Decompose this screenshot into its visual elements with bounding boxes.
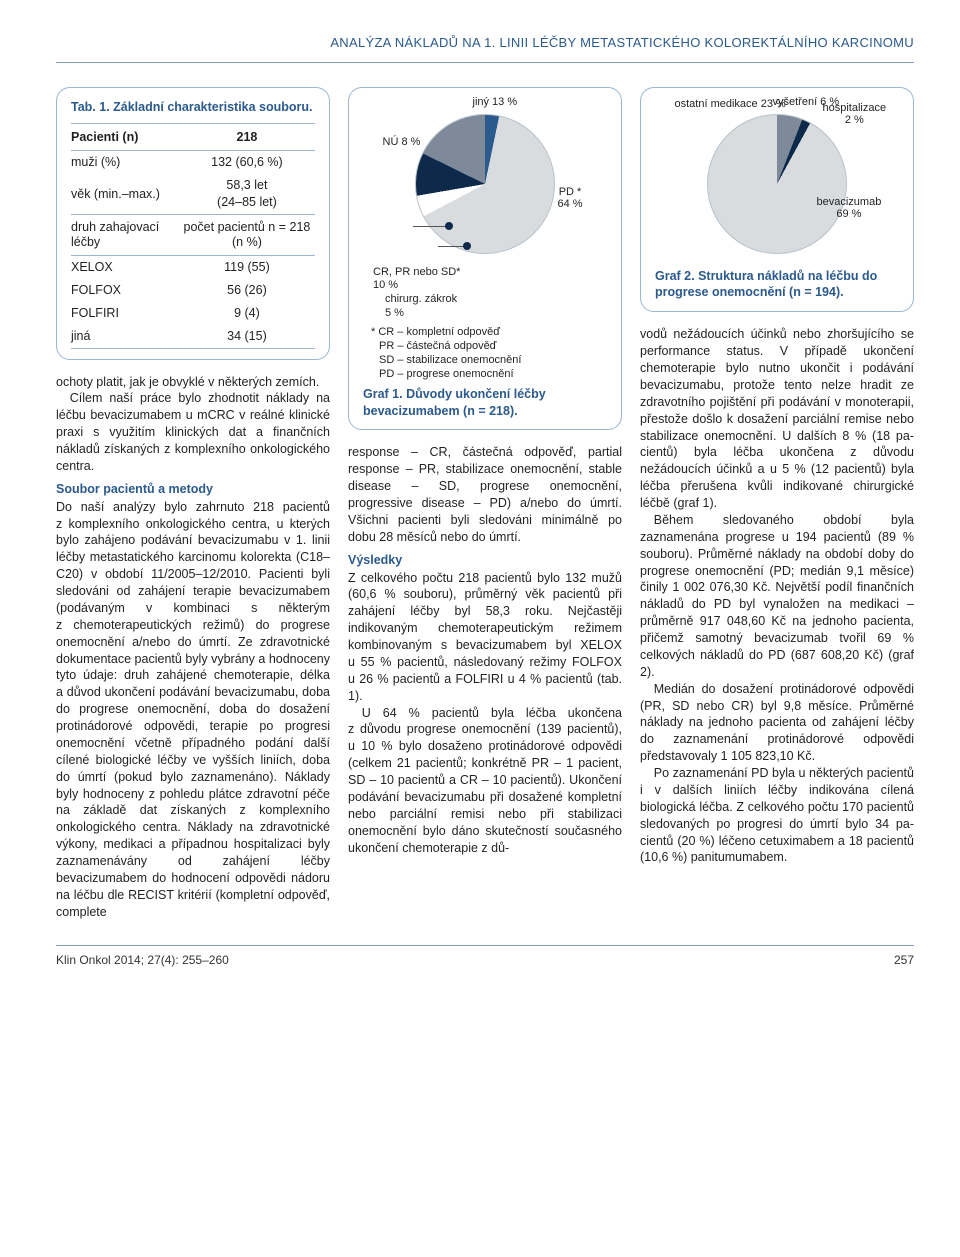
chart-2-pie: ostatní medikace 23 % vyšetření 6 % hosp… [675,96,880,266]
column-2: jiný 13 % NÚ 8 % PD * 64 % CR, PR nebo S… [348,87,622,921]
para: Během sledovaného období byla zaznamenán… [640,512,914,681]
th: 218 [179,123,315,151]
th: druh zahajovací léčby [71,215,179,256]
para: U 64 % pa­cientů byla léčba ukončena z d… [348,705,622,857]
pie-label: NÚ 8 % [383,136,421,149]
column-3: ostatní medikace 23 % vyšetření 6 % hosp… [640,87,914,921]
para: Cílem naší práce bylo zhodnotit náklady … [56,390,330,474]
th: Pacienti (n) [71,123,179,151]
leader-line [438,246,466,247]
pie-label: PD * 64 % [553,186,588,211]
page-footer: Klin Onkol 2014; 27(4): 255–260 257 [56,945,914,968]
table-row: muži (%)132 (60,6 %) [71,151,315,174]
main-columns: Tab. 1. Základní charakteristika souboru… [56,87,914,921]
para: Po zaznamenání PD byla u některých pa­ci… [640,765,914,866]
legend-item: PD – progrese onemocnění [371,367,607,381]
legend-item: * CR – kompletní odpověď [371,325,607,339]
chart-1-caption: Graf 1. Důvody ukončení léčby bevacizuma… [357,384,613,420]
callout-dot-icon [463,242,471,250]
footer-page-number: 257 [894,952,914,968]
para: Medián do dosažení protinádorové odpověd… [640,681,914,765]
para: ochoty platit, jak je obvyklé v některýc… [56,374,330,391]
table-row: XELOX119 (55) [71,256,315,279]
page-header: ANALÝZA NÁKLADŮ NA 1. LINII LÉČBY METAST… [56,34,914,63]
section-heading: Výsledky [348,552,622,569]
th: počet pacientů n = 218 (n %) [179,215,315,256]
chart-2-card: ostatní medikace 23 % vyšetření 6 % hosp… [640,87,914,313]
pie-label: jiný 13 % [473,96,518,109]
chart-1-card: jiný 13 % NÚ 8 % PD * 64 % CR, PR nebo S… [348,87,622,431]
section-heading: Soubor pacientů a metody [56,481,330,498]
chart-2-caption: Graf 2. Struktura nákladů na léčbu do pr… [649,266,905,302]
pie-label: hospitalizace 2 % [823,102,887,127]
table-1-caption: Tab. 1. Základní charakteristika souboru… [71,100,315,115]
legend-item: PR – částečná odpověď [371,339,607,353]
para: response – CR, částečná odpověď, partial… [348,444,622,545]
table-row: jiná34 (15) [71,325,315,348]
table-1-card: Tab. 1. Základní charakteristika souboru… [56,87,330,360]
footer-citation: Klin Onkol 2014; 27(4): 255–260 [56,952,229,968]
chart-1-pie: jiný 13 % NÚ 8 % PD * 64 % [383,96,588,266]
para: Do naší analýzy bylo zahrnuto 218 pa­cie… [56,499,330,921]
para: vodů nežádoucích účinků nebo zhoršujícíh… [640,326,914,512]
table-row: věk (min.–max.)58,3 let (24–85 let) [71,174,315,214]
callout-dot-icon [445,222,453,230]
pie-label: ostatní medikace 23 % [675,98,786,111]
pie-label: CR, PR nebo SD* 10 % [373,266,613,294]
table-row: Pacienti (n) 218 [71,123,315,151]
table-row: FOLFOX56 (26) [71,279,315,302]
table-1: Pacienti (n) 218 muži (%)132 (60,6 %) vě… [71,123,315,349]
para: Z celkového počtu 218 pa­cientů bylo 132… [348,570,622,705]
chart-1-legend: * CR – kompletní odpověď PR – částečná o… [357,325,613,384]
pie-label: chirurg. zákrok 5 % [373,293,613,321]
leader-line [413,226,449,227]
table-row: druh zahajovací léčby počet pacientů n =… [71,215,315,256]
pie-label: bevacizumab 69 % [817,196,882,221]
legend-item: SD – stabilizace onemocnění [371,353,607,367]
column-1: Tab. 1. Základní charakteristika souboru… [56,87,330,921]
table-row: FOLFIRI9 (4) [71,302,315,325]
